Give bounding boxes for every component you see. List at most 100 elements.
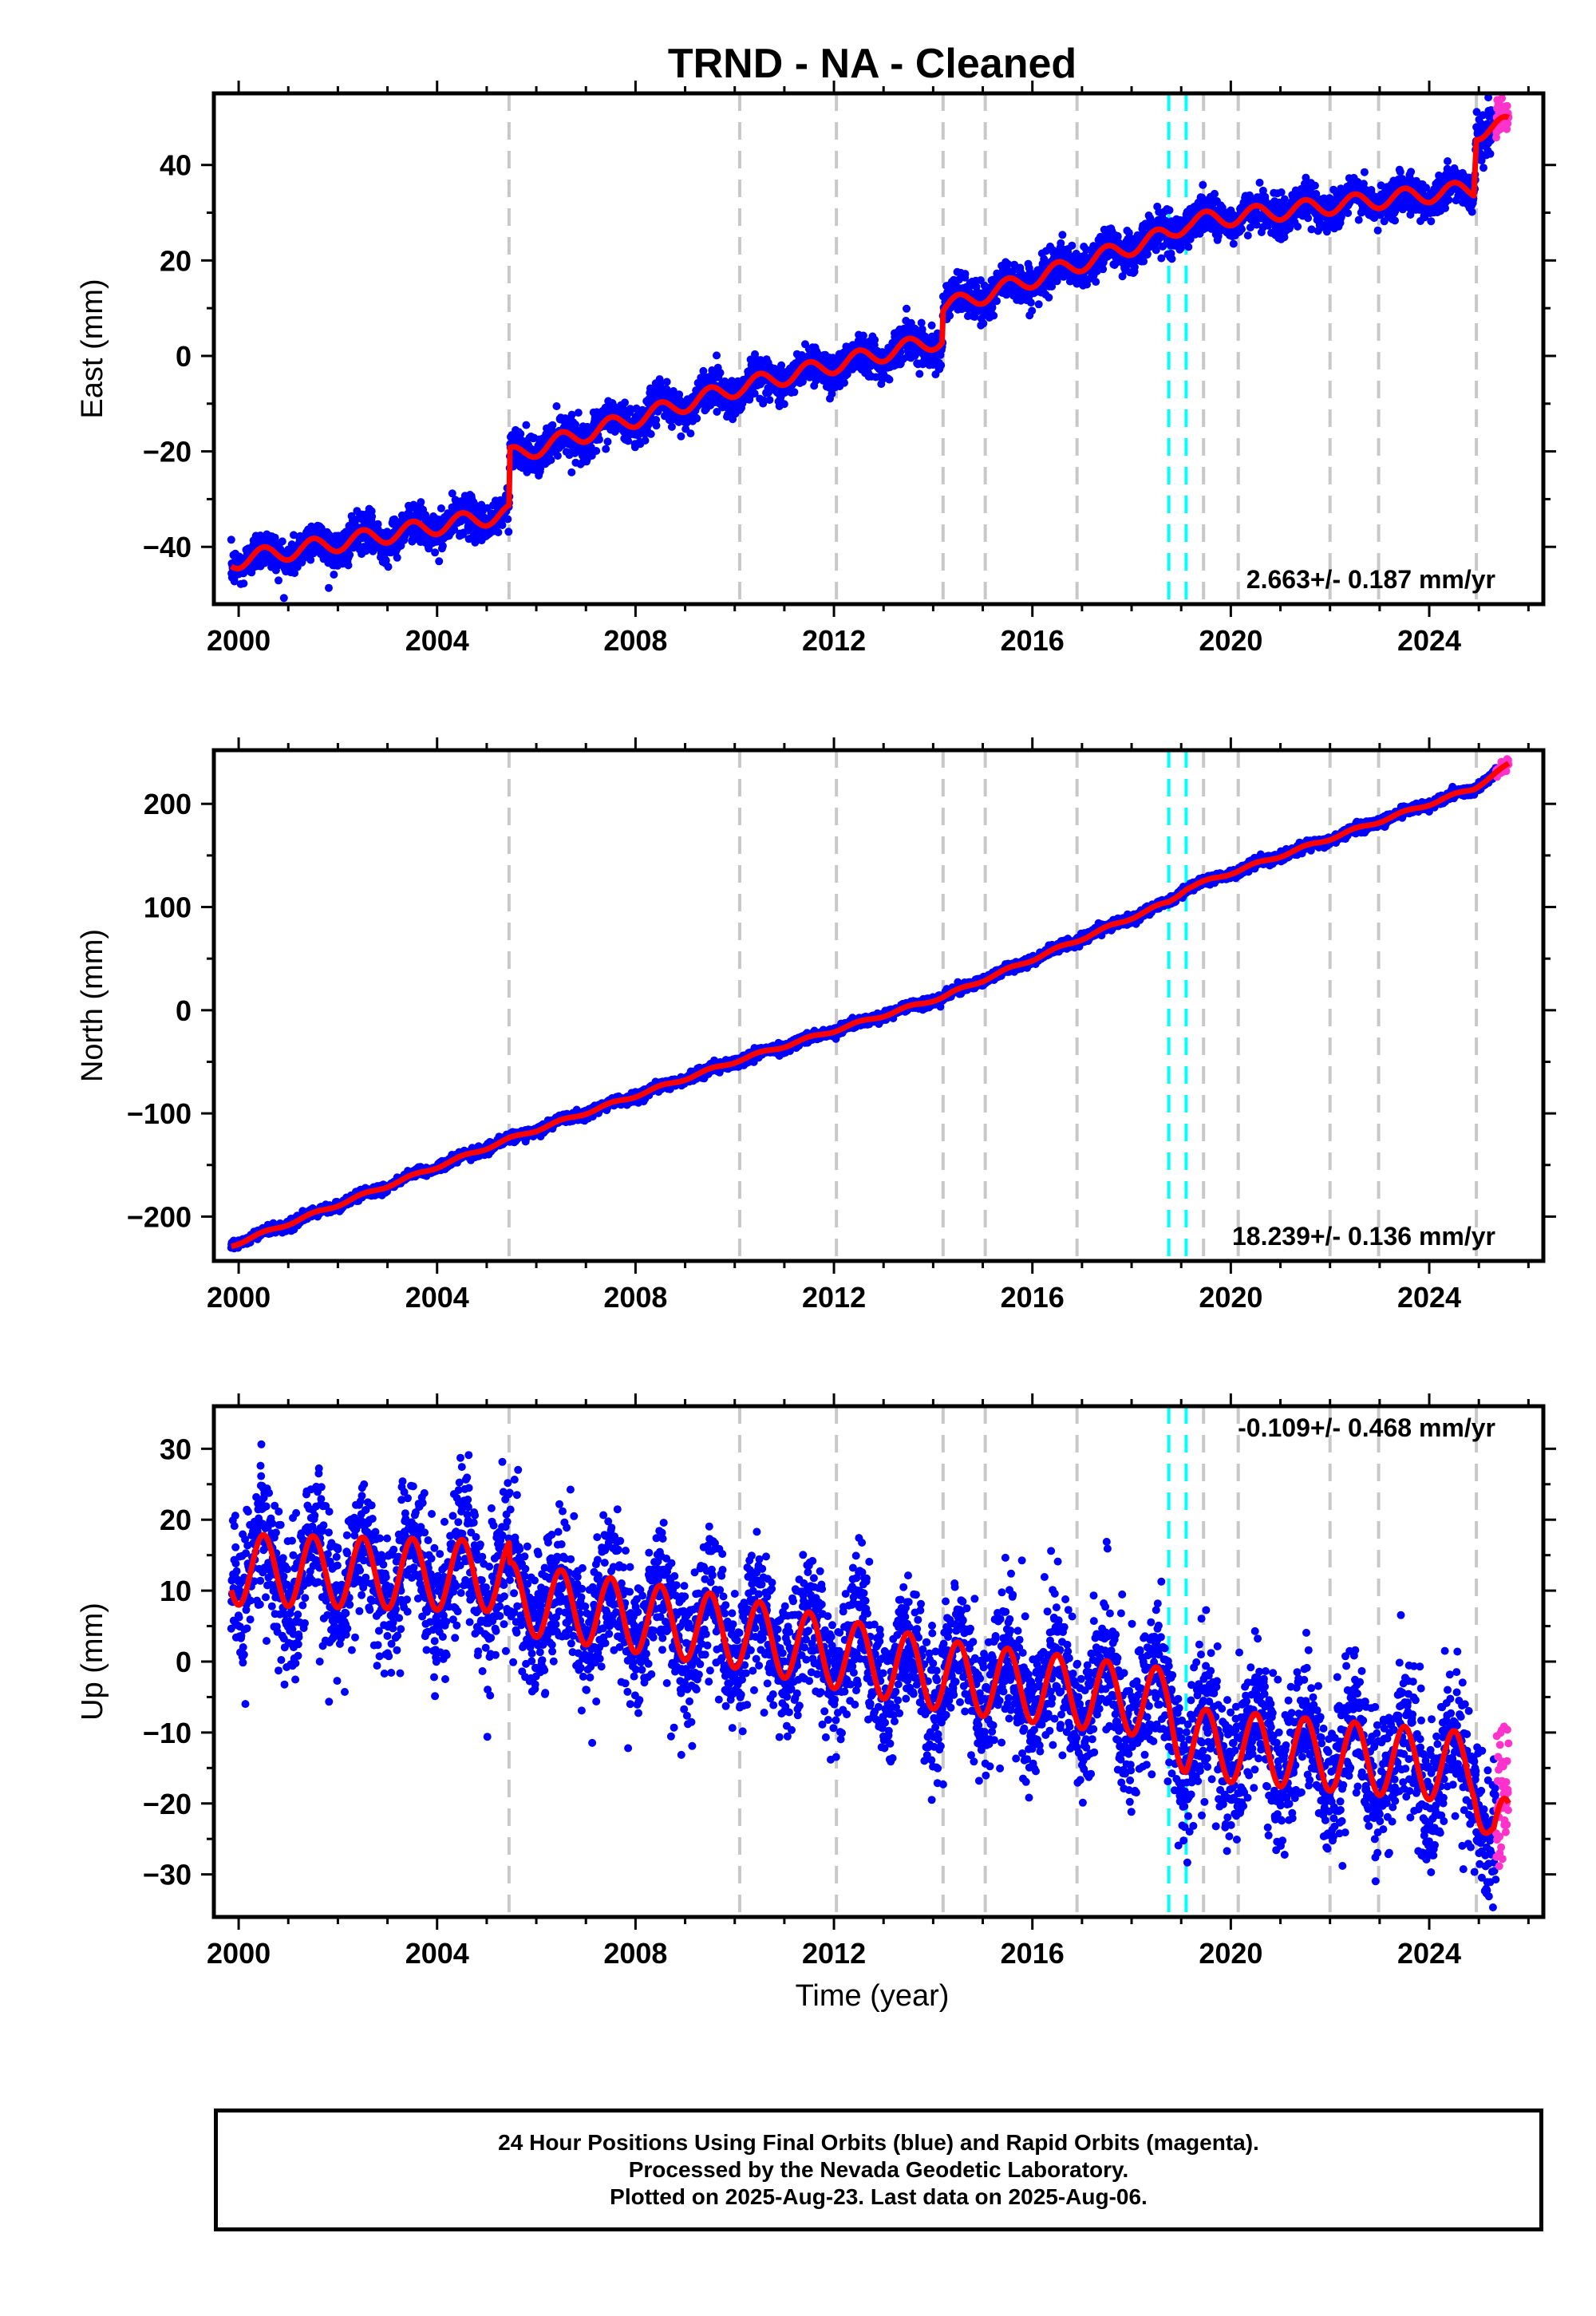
final-orbit-point [1344,209,1353,217]
final-orbit-point [1304,214,1313,223]
final-orbit-point [946,311,954,320]
final-orbit-point [1026,298,1035,307]
final-orbit-point [713,351,721,360]
final-orbit-point [765,396,774,405]
final-orbit-point [988,303,997,312]
final-orbit-point [662,377,671,386]
final-orbit-point [373,520,382,528]
final-orbit-point [536,464,545,473]
final-orbit-point [230,577,239,586]
final-orbit-point [1130,263,1139,271]
final-orbit-point [1140,257,1148,266]
final-orbit-point [494,528,503,536]
final-orbit-point [522,421,531,429]
final-orbit-point [602,445,610,453]
final-orbit-point [1211,189,1219,198]
final-orbit-point [330,571,338,579]
y-tick-label: 40 [160,149,192,182]
final-orbit-point [361,547,370,555]
final-orbit-point [1034,300,1043,309]
final-orbit-point [1058,231,1067,239]
final-orbit-point [431,548,440,557]
final-orbit-point [903,304,911,313]
final-orbit-point [790,388,799,397]
final-orbit-point [885,375,894,384]
final-orbit-point [677,432,685,441]
final-orbit-point [421,511,430,520]
final-orbit-point [504,528,513,536]
final-orbit-point [840,378,848,387]
final-orbit-point [477,500,486,509]
final-orbit-point [1199,180,1207,189]
final-orbit-point [621,398,629,407]
final-orbit-point [1479,164,1487,172]
final-orbit-point [1373,226,1382,235]
final-orbit-point [448,489,456,498]
final-orbit-point [552,402,561,410]
final-orbit-point [1068,241,1077,250]
final-orbit-point [227,536,235,544]
final-orbit-point [1028,306,1037,315]
rapid-orbit-point [1498,94,1507,103]
final-orbit-point [961,270,970,279]
final-orbit-point [1444,196,1453,204]
final-orbit-point [574,409,583,417]
final-orbit-point [716,369,725,377]
final-orbit-point [548,421,557,429]
final-orbit-point [290,531,298,539]
final-orbit-point [1427,217,1436,226]
final-orbit-point [979,319,988,328]
final-orbit-point [1468,207,1476,216]
panel-north: 2000 2004 2008 2012 2016 2020 2024−200−1000100… [76,737,1556,1314]
final-orbit-point [275,576,282,585]
x-tick-label: 2004 [405,624,469,657]
final-orbit-point [1407,168,1416,176]
final-orbit-point [368,512,377,521]
final-orbit-point [1391,216,1399,225]
final-orbit-point [438,542,447,550]
final-orbit-point [1294,222,1302,231]
final-orbit-point [693,414,701,423]
x-tick-label: 2008 [603,624,667,657]
final-orbit-point [278,537,286,546]
final-orbit-point [1229,239,1238,248]
final-orbit-point [1255,178,1264,187]
final-orbit-point [1167,255,1176,263]
final-orbit-point [1243,231,1252,240]
final-orbit-point [547,456,555,464]
final-orbit-point [686,429,695,438]
y-tick-label: 0 [176,340,192,373]
final-orbit-point [450,525,459,534]
final-orbit-point [1277,188,1286,196]
final-orbit-point [344,561,353,570]
figure-title: TRND - NA - Cleaned [668,41,1077,87]
final-orbit-point [1444,157,1452,165]
final-orbit-point [417,498,425,507]
x-tick-label: 2000 [207,624,271,657]
final-orbit-point [384,563,393,571]
final-orbit-point [1360,168,1369,176]
final-orbit-point [667,422,676,431]
panel-east: 2000 2004 2008 2012 2016 2020 2024−40−2002040E… [76,81,1556,657]
final-orbit-point [993,297,1001,306]
final-orbit-point [516,429,525,438]
final-orbit-point [1092,278,1100,287]
y-tick-label: 20 [160,244,192,277]
final-orbit-point [915,370,924,378]
final-orbit-point [498,521,507,529]
final-orbit-point [1396,168,1404,176]
final-orbit-point [553,452,562,460]
final-orbit-point [927,321,936,330]
final-orbit-point [990,311,998,320]
final-orbit-point [567,410,576,419]
x-tick-label: 2012 [802,624,866,657]
final-orbit-point [641,437,650,445]
final-orbit-point [435,557,444,566]
final-orbit-point [1184,243,1193,251]
final-orbit-point [567,468,576,476]
rate-label: 2.663+/- 0.187 mm/yr [1246,565,1495,594]
final-orbit-point [306,555,315,564]
final-orbit-point [652,421,661,430]
final-orbit-point [1310,181,1319,190]
